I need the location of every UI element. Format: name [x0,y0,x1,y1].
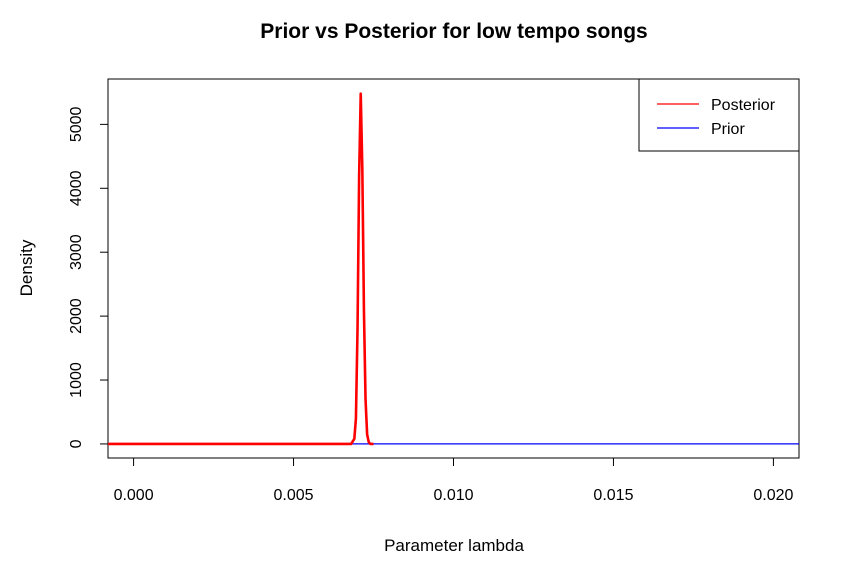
y-tick-label: 3000 [68,234,85,270]
x-tick-label: 0.010 [433,487,473,504]
legend-box [638,78,800,152]
chart-title: Prior vs Posterior for low tempo songs [260,20,647,43]
legend-label-prior: Prior [711,121,745,138]
legend-label-posterior: Posterior [711,97,776,114]
x-tick-label: 0.020 [753,487,793,504]
x-axis-label: Parameter lambda [384,536,524,555]
x-tick-label: 0.015 [593,487,633,504]
y-axis-label: Density [17,239,36,296]
y-tick-label: 4000 [68,170,85,206]
y-tick-label: 5000 [68,106,85,142]
y-axis: 0 1000 2000 3000 4000 5000 [68,106,109,448]
x-tick-label: 0.000 [114,487,154,504]
y-tick-label: 0 [68,439,85,448]
x-tick-label: 0.005 [274,487,314,504]
series-group [108,92,799,446]
y-tick-label: 1000 [68,362,85,398]
y-tick-label: 2000 [68,298,85,334]
x-axis: 0.000 0.005 0.010 0.015 0.020 [114,457,794,504]
legend: Posterior Prior [638,78,800,152]
series-line-posterior [108,92,374,446]
